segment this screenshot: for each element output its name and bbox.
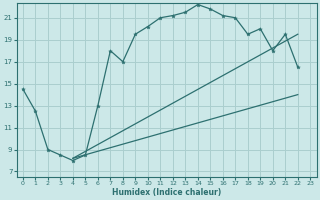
X-axis label: Humidex (Indice chaleur): Humidex (Indice chaleur)	[112, 188, 221, 197]
